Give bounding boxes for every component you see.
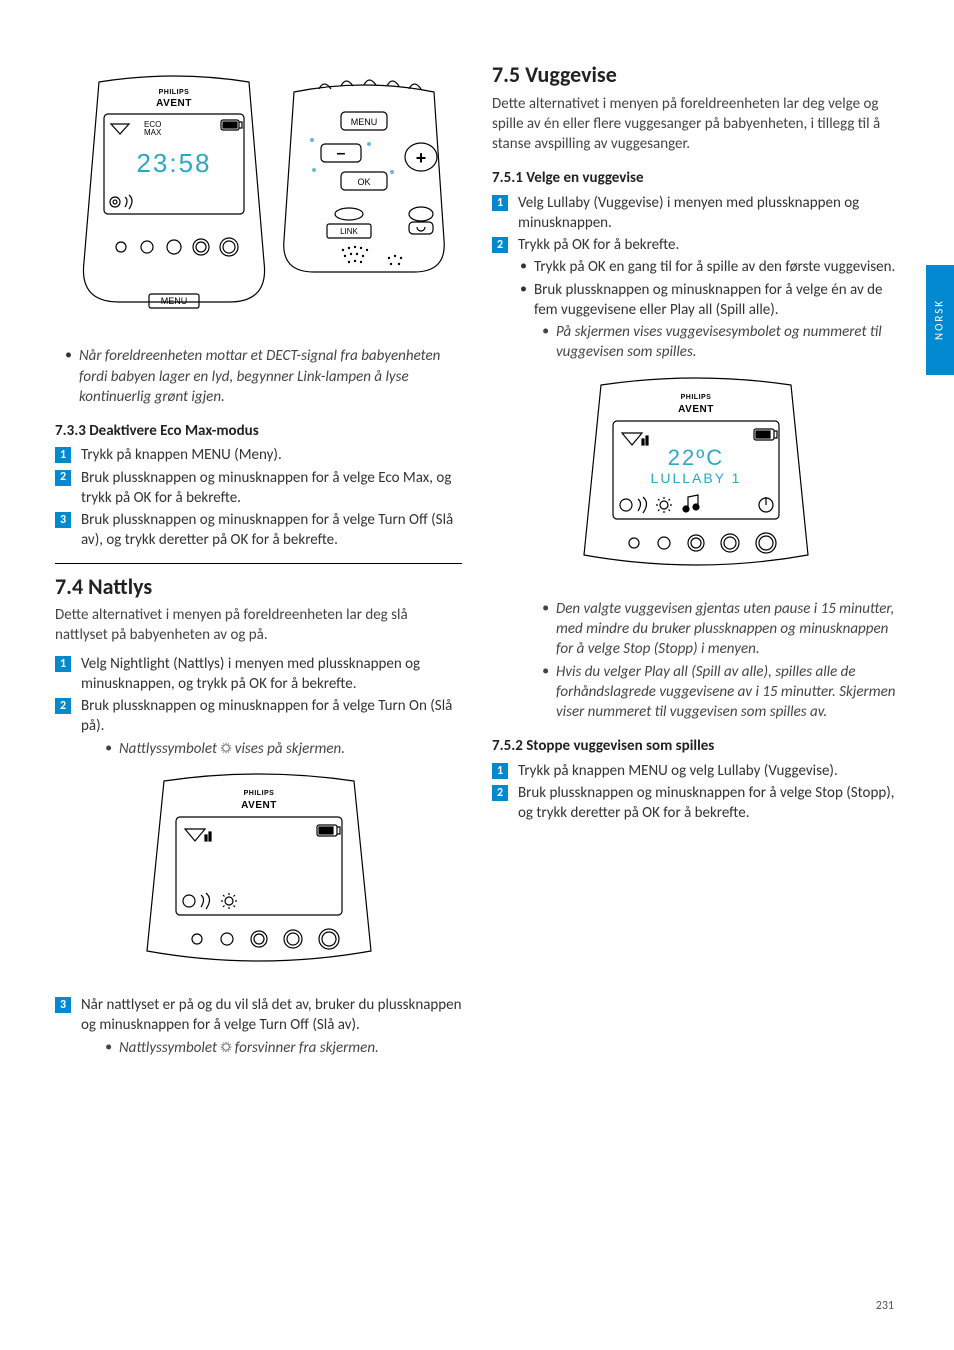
step-74-2: 2Bruk plussknappen og minusknappen for å… [55,696,462,737]
svg-text:AVENT: AVENT [241,800,277,811]
svg-text:MENU: MENU [160,296,187,306]
step-74-3: 3Når nattlyset er på og du vil slå det a… [55,995,462,1036]
language-tab: NORSK [926,265,954,375]
svg-text:23:58: 23:58 [136,148,211,178]
heading-751: 7.5.1 Velge en vuggevise [492,168,899,188]
bullet-751-2a: •Trykk på OK en gang til for å spille av… [492,257,899,277]
step-733-2: 2 Bruk plussknappen og minusknappen for … [55,468,462,509]
step-74-1: 1Velg Nightlight (Nattlys) i menyen med … [55,654,462,695]
svg-text:MENU: MENU [350,117,377,127]
right-column: 7.5 Vuggevise Dette alternativet i menye… [492,60,899,1060]
step-733-1: 1Trykk på knappen MENU (Meny). [55,445,462,465]
svg-text:PHILIPS: PHILIPS [680,394,711,401]
step-752-2: 2Bruk plussknappen og minusknappen for å… [492,783,899,824]
heading-74: 7.4 Nattlys [55,563,462,602]
italic-note-dect: • Når foreldreenheten mottar et DECT-sig… [55,346,462,407]
bullet-751-2b: •Bruk plussknappen og minusknappen for å… [492,280,899,321]
svg-text:AVENT: AVENT [156,98,192,109]
left-column: PHILIPS AVENT ECO MAX 23:58 [55,60,462,1060]
svg-text:LULLABY 1: LULLABY 1 [650,470,741,486]
heading-75: 7.5 Vuggevise [492,60,899,90]
intro-74: Dette alternativet i menyen på foreldree… [55,605,462,646]
note-751-2d: •Den valgte vuggevisen gjentas uten paus… [492,599,899,660]
svg-text:PHILIPS: PHILIPS [158,89,189,96]
svg-text:MAX: MAX [144,128,162,137]
note-74-3b: • Nattlyssymbolet ☼ forsvinner fra skjer… [55,1038,462,1058]
svg-text:AVENT: AVENT [678,404,714,415]
step-751-1: 1Velg Lullaby (Vuggevise) i menyen med p… [492,193,899,234]
step-751-2: 2Trykk på OK for å bekrefte. [492,235,899,255]
heading-733: 7.3.3 Deaktivere Eco Max-modus [55,421,462,441]
page-columns: PHILIPS AVENT ECO MAX 23:58 [55,60,899,1060]
note-751-2e: •Hvis du velger Play all (Spill av alle)… [492,662,899,723]
note-74-2b: • Nattlyssymbolet ☼ vises på skjermen. [55,739,462,759]
svg-text:OK: OK [357,177,370,187]
svg-text:22ºC: 22ºC [667,445,723,470]
step-752-1: 1Trykk på knappen MENU og velg Lullaby (… [492,761,899,781]
figure-lullaby-screen: PHILIPS AVENT 22ºC LULLABY 1 [492,375,899,581]
intro-75: Dette alternativet i menyen på foreldree… [492,94,899,155]
svg-text:+: + [415,148,426,168]
note-751-2c: •På skjermen vises vuggevisesymbolet og … [492,322,899,363]
svg-text:PHILIPS: PHILIPS [243,790,274,797]
figure-devices-top: PHILIPS AVENT ECO MAX 23:58 [55,72,462,328]
page-number: 231 [876,1298,894,1314]
figure-nightlight-screen: PHILIPS AVENT [55,771,462,977]
svg-text:–: – [336,145,345,162]
svg-text:LINK: LINK [340,227,358,236]
heading-752: 7.5.2 Stoppe vuggevisen som spilles [492,736,899,756]
step-733-3: 3 Bruk plussknappen og minusknappen for … [55,510,462,551]
